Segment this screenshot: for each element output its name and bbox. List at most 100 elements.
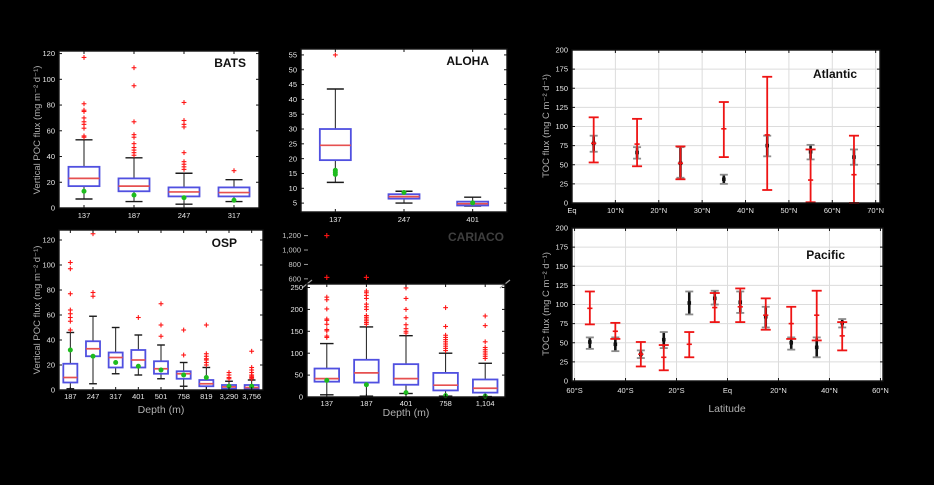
center-marker bbox=[635, 142, 639, 146]
center-marker bbox=[588, 340, 592, 344]
errorbar-red bbox=[837, 321, 848, 352]
panel-title: ALOHA bbox=[446, 54, 489, 68]
center-marker bbox=[639, 353, 643, 356]
y-tick-label: 100 bbox=[42, 261, 55, 270]
y-tick-label: 150 bbox=[290, 327, 303, 336]
y-tick-label: 20 bbox=[47, 178, 55, 187]
center-marker bbox=[764, 314, 767, 317]
y-tick-label: 25 bbox=[289, 139, 297, 148]
errorbar-red bbox=[805, 148, 816, 204]
y-tick-label: 250 bbox=[290, 283, 303, 292]
errorbar-red bbox=[762, 75, 773, 191]
boxplot-501 bbox=[153, 301, 169, 380]
x-tick-label: 20°N bbox=[770, 386, 787, 395]
y-tick-label: 0 bbox=[51, 204, 55, 213]
x-tick-label: 247 bbox=[398, 215, 411, 224]
boxplot-317 bbox=[217, 168, 251, 203]
boxplot-187 bbox=[62, 260, 79, 390]
y-tick-label: 40 bbox=[47, 152, 55, 161]
x-tick-label: 187 bbox=[360, 399, 373, 408]
y-tick-label: 75 bbox=[560, 319, 568, 328]
y-tick-label: 40 bbox=[289, 95, 297, 104]
x-axis-label: Latitude bbox=[708, 403, 746, 415]
panel-title: OSP bbox=[212, 236, 237, 250]
errorbar-red bbox=[610, 321, 621, 340]
center-marker bbox=[713, 306, 716, 309]
boxplot-401 bbox=[130, 315, 147, 376]
mean-dot bbox=[135, 363, 141, 369]
x-tick-label: 40°S bbox=[617, 386, 633, 395]
y-axis-label: Vertical POC flux (mg m⁻² d⁻¹) bbox=[32, 66, 43, 195]
center-marker bbox=[809, 178, 812, 182]
x-tick-label: 247 bbox=[87, 392, 100, 401]
errorbar-red bbox=[658, 344, 669, 372]
center-marker bbox=[687, 301, 692, 305]
y-tick-label: 80 bbox=[47, 101, 55, 110]
boxplot-317 bbox=[107, 326, 124, 375]
center-marker bbox=[789, 340, 794, 345]
mean-dot bbox=[226, 383, 232, 389]
y-tick-label: 175 bbox=[555, 65, 568, 74]
y-tick-label: 120 bbox=[42, 236, 55, 245]
mean-dot bbox=[113, 360, 119, 365]
mean-dot bbox=[181, 372, 187, 378]
y-tick-label: 0 bbox=[564, 199, 568, 208]
center-marker bbox=[790, 322, 793, 325]
mean-dot bbox=[363, 382, 369, 388]
y-tick-label: 200 bbox=[555, 224, 568, 233]
mean-dot bbox=[324, 377, 330, 383]
x-tick-label: 317 bbox=[109, 392, 122, 401]
panel-title: Atlantic bbox=[813, 67, 857, 81]
x-tick-label: 50°N bbox=[781, 206, 798, 215]
box bbox=[472, 378, 499, 394]
boxplot-401 bbox=[456, 196, 490, 207]
mean-dot bbox=[131, 192, 137, 198]
box bbox=[67, 165, 101, 188]
y-tick-label: 10 bbox=[289, 184, 297, 193]
center-marker bbox=[688, 343, 691, 346]
y-tick-label: 100 bbox=[290, 349, 303, 358]
x-tick-label: Eq bbox=[723, 386, 732, 395]
y-tick-label: 25 bbox=[560, 357, 568, 366]
center-marker bbox=[815, 314, 818, 317]
x-tick-label: 20°S bbox=[668, 386, 684, 395]
mean-dot bbox=[332, 167, 338, 173]
upper-y-tick-label: 1,000 bbox=[282, 246, 301, 255]
y-tick-label: 50 bbox=[560, 160, 568, 169]
center-marker bbox=[592, 142, 595, 145]
boxplot-758 bbox=[175, 327, 192, 387]
x-tick-label: 758 bbox=[177, 392, 190, 401]
y-tick-label: 25 bbox=[560, 179, 568, 188]
y-tick-label: 0 bbox=[51, 386, 55, 395]
x-tick-label: 137 bbox=[78, 211, 91, 220]
x-tick-label: 1,104 bbox=[476, 399, 495, 408]
x-tick-label: 40°N bbox=[737, 206, 754, 215]
y-tick-label: 0 bbox=[299, 393, 303, 402]
center-marker bbox=[722, 127, 726, 130]
center-marker bbox=[766, 133, 769, 137]
center-marker bbox=[841, 334, 844, 338]
errorbar-red bbox=[786, 305, 797, 340]
boxplot-187 bbox=[117, 65, 151, 203]
y-tick-label: 30 bbox=[289, 125, 297, 134]
plot-area bbox=[59, 51, 259, 208]
x-tick-label: 60°S bbox=[566, 386, 582, 395]
boxplot-247 bbox=[387, 189, 421, 204]
plot-area bbox=[59, 230, 263, 390]
panel-atlantic: 0 25 50 75 100 125 150 175 200 Eq 10°N 20°N 30°N 40°N… bbox=[541, 46, 884, 215]
y-tick-label: 100 bbox=[42, 75, 55, 84]
mean-dot bbox=[158, 367, 164, 373]
boxplot-819 bbox=[198, 322, 215, 391]
boxplot-137 bbox=[67, 55, 101, 200]
errorbar-red bbox=[584, 290, 595, 326]
panel-title: CARIACO bbox=[448, 230, 504, 244]
mean-dot bbox=[231, 197, 237, 203]
boxplot-137 bbox=[313, 294, 340, 396]
y-tick-label: 5 bbox=[293, 199, 297, 208]
box bbox=[117, 177, 151, 193]
x-tick-label: 20°N bbox=[650, 206, 667, 215]
center-marker bbox=[722, 177, 726, 182]
mean-dot bbox=[90, 353, 96, 359]
y-tick-label: 0 bbox=[564, 377, 568, 386]
